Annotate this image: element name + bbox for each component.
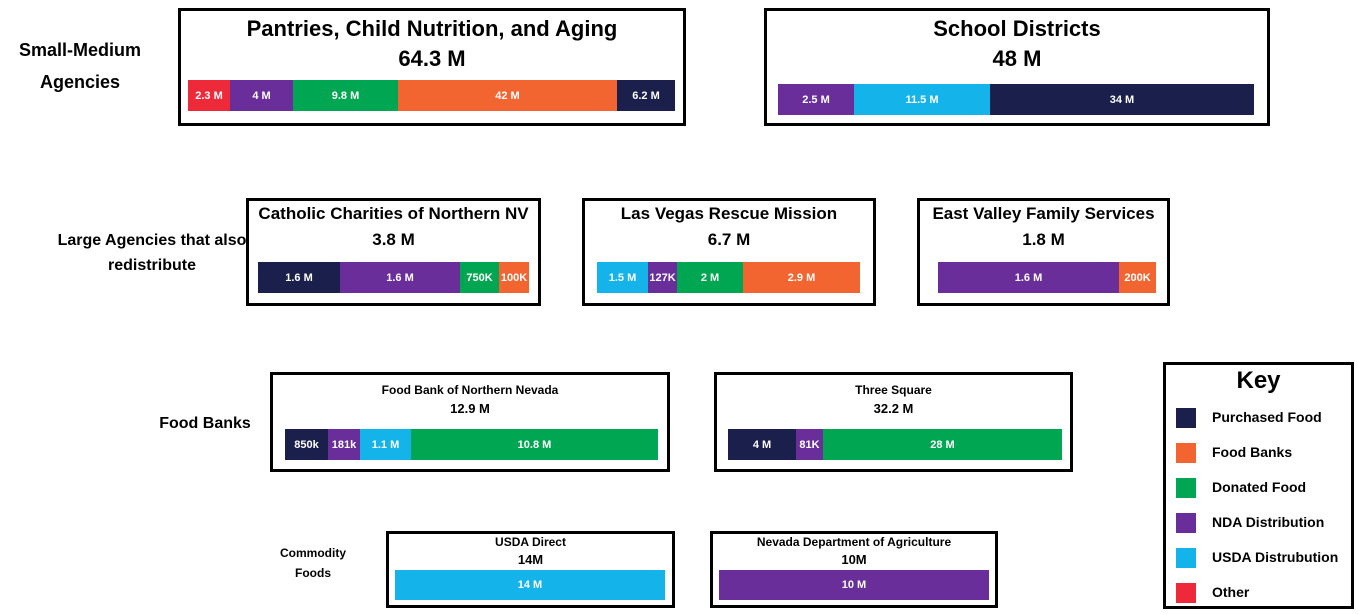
bar-segment: 1.5 M — [597, 262, 648, 293]
bar-segment: 9.8 M — [293, 80, 398, 111]
group-total: 1.8 M — [1022, 230, 1065, 249]
bar-segment: 1.1 M — [360, 429, 411, 460]
group-total: 12.9 M — [450, 401, 490, 416]
bar-segment: 6.2 M — [617, 80, 675, 111]
group-total: 64.3 M — [398, 46, 466, 71]
key-swatch — [1176, 443, 1196, 463]
group-total: 10M — [841, 552, 867, 567]
bar-segment: 850k — [285, 429, 328, 460]
row-label: Commodity Foods — [280, 546, 346, 580]
bar-segment: 4 M — [728, 429, 796, 460]
row-label: Food Banks — [159, 415, 251, 432]
key-swatch — [1176, 548, 1196, 568]
bar-segment: 1.6 M — [258, 262, 340, 293]
bar-segment: 127K — [648, 262, 677, 293]
group-total: 32.2 M — [873, 401, 914, 416]
key-label: Donated Food — [1212, 479, 1307, 495]
bar-segment: 42 M — [398, 80, 617, 111]
group-total: 6.7 M — [707, 230, 751, 249]
bar-segment: 11.5 M — [854, 84, 990, 115]
key-label: Food Banks — [1212, 444, 1293, 460]
key-swatch — [1176, 408, 1196, 428]
group-title: Three Square — [855, 383, 932, 397]
row-label: Small-Medium Agencies — [18, 40, 142, 92]
bar-segment: 100K — [499, 262, 529, 293]
key-label: Purchased Food — [1212, 409, 1322, 425]
group-total: 3.8 M — [372, 230, 415, 249]
bar-segment: 2.9 M — [743, 262, 860, 293]
bar-segment: 28 M — [823, 429, 1062, 460]
bar-segment: 10.8 M — [411, 429, 658, 460]
bar-segment: 200K — [1119, 262, 1156, 293]
key-swatch — [1176, 513, 1196, 533]
group-title: Catholic Charities of Northern NV — [258, 204, 529, 223]
group-title: Nevada Department of Agriculture — [756, 535, 952, 549]
group-title: School Districts — [933, 16, 1101, 41]
row-label: Large Agencies that also redistribute — [57, 232, 247, 274]
group-total: 14M — [517, 552, 544, 567]
group-title: Food Bank of Northern Nevada — [381, 383, 559, 397]
bar-segment: 14 M — [395, 570, 665, 600]
group-title: East Valley Family Services — [932, 204, 1155, 223]
bar-segment: 181k — [328, 429, 360, 460]
key-label: NDA Distribution — [1212, 514, 1325, 530]
bar-segment: 4 M — [230, 80, 293, 111]
key-label: USDA Distrubution — [1212, 549, 1339, 565]
group-title: Las Vegas Rescue Mission — [620, 204, 838, 223]
group-title: Pantries, Child Nutrition, and Aging — [246, 16, 618, 41]
bar-segment: 1.6 M — [938, 262, 1119, 293]
bar-segment: 10 M — [719, 570, 989, 600]
bar-segment: 1.6 M — [340, 262, 460, 293]
bar-segment: 34 M — [990, 84, 1254, 115]
bar-segment: 2.5 M — [778, 84, 854, 115]
bar-segment: 81K — [796, 429, 823, 460]
group-title: USDA Direct — [495, 535, 566, 549]
bar-segment: 2 M — [677, 262, 743, 293]
key-swatch — [1176, 478, 1196, 498]
bar-segment: 750K — [460, 262, 499, 293]
key-swatch — [1176, 583, 1196, 603]
key-title: Key — [1236, 367, 1281, 394]
group-total: 48 M — [992, 46, 1042, 71]
key-label: Other — [1212, 584, 1250, 600]
bar-segment: 2.3 M — [188, 80, 230, 111]
